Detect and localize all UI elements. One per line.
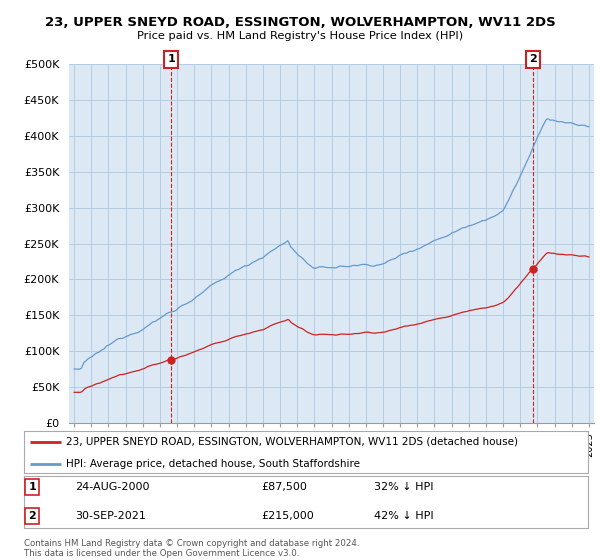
Text: £215,000: £215,000 <box>261 511 314 521</box>
Text: 2: 2 <box>529 54 537 64</box>
Text: 23, UPPER SNEYD ROAD, ESSINGTON, WOLVERHAMPTON, WV11 2DS: 23, UPPER SNEYD ROAD, ESSINGTON, WOLVERH… <box>44 16 556 29</box>
Text: £87,500: £87,500 <box>261 482 307 492</box>
Text: 42% ↓ HPI: 42% ↓ HPI <box>374 511 433 521</box>
Text: 24-AUG-2000: 24-AUG-2000 <box>75 482 149 492</box>
Text: Price paid vs. HM Land Registry's House Price Index (HPI): Price paid vs. HM Land Registry's House … <box>137 31 463 41</box>
Text: 30-SEP-2021: 30-SEP-2021 <box>75 511 146 521</box>
Text: Contains HM Land Registry data © Crown copyright and database right 2024.
This d: Contains HM Land Registry data © Crown c… <box>24 539 359 558</box>
Text: 2: 2 <box>29 511 37 521</box>
Text: 23, UPPER SNEYD ROAD, ESSINGTON, WOLVERHAMPTON, WV11 2DS (detached house): 23, UPPER SNEYD ROAD, ESSINGTON, WOLVERH… <box>66 437 518 447</box>
Text: 32% ↓ HPI: 32% ↓ HPI <box>374 482 433 492</box>
Text: 1: 1 <box>29 482 37 492</box>
Text: 1: 1 <box>167 54 175 64</box>
Text: HPI: Average price, detached house, South Staffordshire: HPI: Average price, detached house, Sout… <box>66 459 360 469</box>
